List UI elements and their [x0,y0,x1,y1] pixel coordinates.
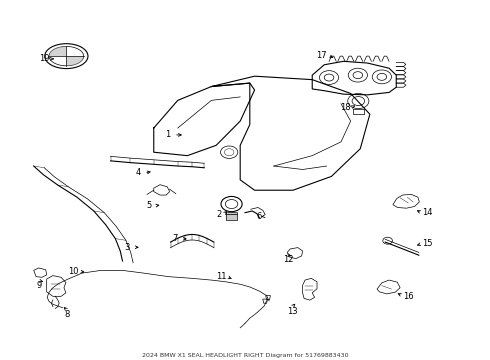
Text: 16: 16 [403,292,414,301]
Text: 17: 17 [317,51,327,60]
Text: 9: 9 [37,281,42,290]
Text: 10: 10 [68,267,79,276]
Text: 18: 18 [341,103,351,112]
Text: 11: 11 [216,272,226,281]
Text: 13: 13 [287,307,297,316]
Text: 5: 5 [147,201,151,210]
Text: 12: 12 [283,255,294,264]
Text: 7: 7 [172,234,178,243]
Text: 15: 15 [422,239,433,248]
Text: 1: 1 [166,130,171,139]
Polygon shape [49,46,66,56]
Polygon shape [66,56,84,66]
Text: 4: 4 [136,168,141,177]
Text: 8: 8 [65,310,70,319]
Text: 3: 3 [124,243,130,252]
Text: 2024 BMW X1 SEAL HEADLIGHT RIGHT Diagram for 51769883430: 2024 BMW X1 SEAL HEADLIGHT RIGHT Diagram… [142,353,348,358]
Text: 19: 19 [39,54,49,63]
Text: 14: 14 [422,208,433,217]
Text: 6: 6 [257,212,262,221]
Text: 2: 2 [216,210,221,219]
